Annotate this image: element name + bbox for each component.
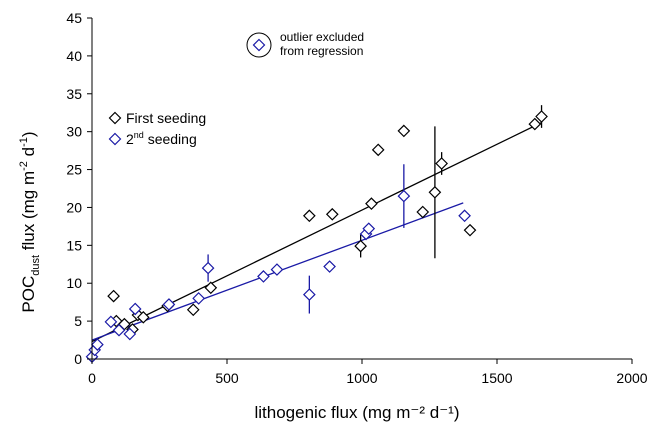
legend-marker-first-seeding — [108, 111, 122, 125]
data-point-series-2 — [104, 315, 118, 329]
data-point-series-2 — [458, 209, 471, 223]
data-point-series-2 — [362, 222, 376, 236]
outlier-note-line1: outlier excluded — [280, 30, 364, 44]
data-point-series-2 — [397, 189, 411, 203]
data-point-series-1 — [397, 124, 411, 138]
data-point-series-1 — [416, 205, 430, 219]
data-point-series-2 — [257, 270, 270, 283]
data-point-series-2 — [162, 298, 176, 311]
data-point-series-1 — [303, 209, 316, 223]
y-tick-label: 45 — [66, 10, 82, 26]
legend-diamond-blue — [108, 132, 122, 146]
legend: First seeding 2nd seeding — [108, 110, 206, 147]
y-tick-label: 5 — [74, 313, 82, 329]
data-point-series-1 — [354, 239, 367, 253]
data-point-series-1 — [107, 289, 120, 303]
data-point-series-1 — [435, 157, 448, 170]
data-point-series-2 — [323, 260, 336, 273]
legend-diamond-black — [108, 111, 122, 125]
data-points — [85, 110, 548, 364]
x-tick-label: 1500 — [481, 370, 512, 386]
data-point-series-1 — [136, 310, 150, 324]
x-axis-title: lithogenic flux (mg m⁻² d⁻¹) — [255, 403, 460, 422]
x-tick-label: 0 — [88, 370, 96, 386]
data-point-series-1 — [186, 303, 200, 317]
data-point-series-1 — [463, 223, 477, 237]
x-tick-label: 500 — [215, 370, 239, 386]
x-tick-label: 1000 — [346, 370, 377, 386]
data-point-series-2 — [192, 292, 205, 305]
data-point-series-1 — [428, 185, 442, 199]
outlier-note-line2: from regression — [280, 44, 363, 58]
y-tick-label: 40 — [66, 48, 82, 64]
data-point-series-2 — [112, 323, 126, 337]
data-point-series-1 — [365, 197, 378, 211]
legend-marker-second-seeding — [108, 132, 122, 146]
y-tick-label: 25 — [66, 162, 82, 178]
outlier-annotation: outlier excluded from regression — [246, 30, 364, 58]
data-point-series-2 — [128, 302, 142, 316]
y-tick-label: 20 — [66, 199, 82, 215]
data-point-series-2 — [270, 263, 284, 276]
data-point-series-1 — [535, 110, 548, 123]
x-tick-label: 2000 — [616, 370, 647, 386]
y-tick-label: 35 — [66, 86, 82, 102]
error-bars — [207, 105, 543, 314]
data-point-series-1 — [325, 207, 339, 221]
data-point-series-2 — [123, 327, 137, 341]
data-point-series-1 — [371, 143, 385, 157]
y-axis-title: POCdust flux (mg m-2 d-1) — [18, 131, 42, 312]
data-point-series-1 — [204, 281, 218, 295]
y-tick-label: 15 — [66, 237, 82, 253]
data-point-series-2 — [303, 288, 316, 301]
outlier-diamond-marker — [252, 38, 266, 52]
axes: 0 500 1000 1500 2000 0 5 10 15 20 25 30 35 40 45 — [66, 10, 647, 386]
data-point-series-2 — [201, 261, 215, 275]
data-point-series-2 — [91, 338, 104, 351]
legend-label-first-seeding: First seeding — [126, 110, 206, 126]
outlier-diamond — [252, 38, 266, 52]
y-tick-label: 30 — [66, 124, 82, 140]
data-point-series-1 — [528, 117, 542, 131]
outlier-circle — [246, 32, 272, 58]
legend-label-second-seeding: 2nd seeding — [126, 130, 197, 147]
y-tick-label: 0 — [74, 351, 82, 367]
y-tick-label: 10 — [66, 275, 82, 291]
